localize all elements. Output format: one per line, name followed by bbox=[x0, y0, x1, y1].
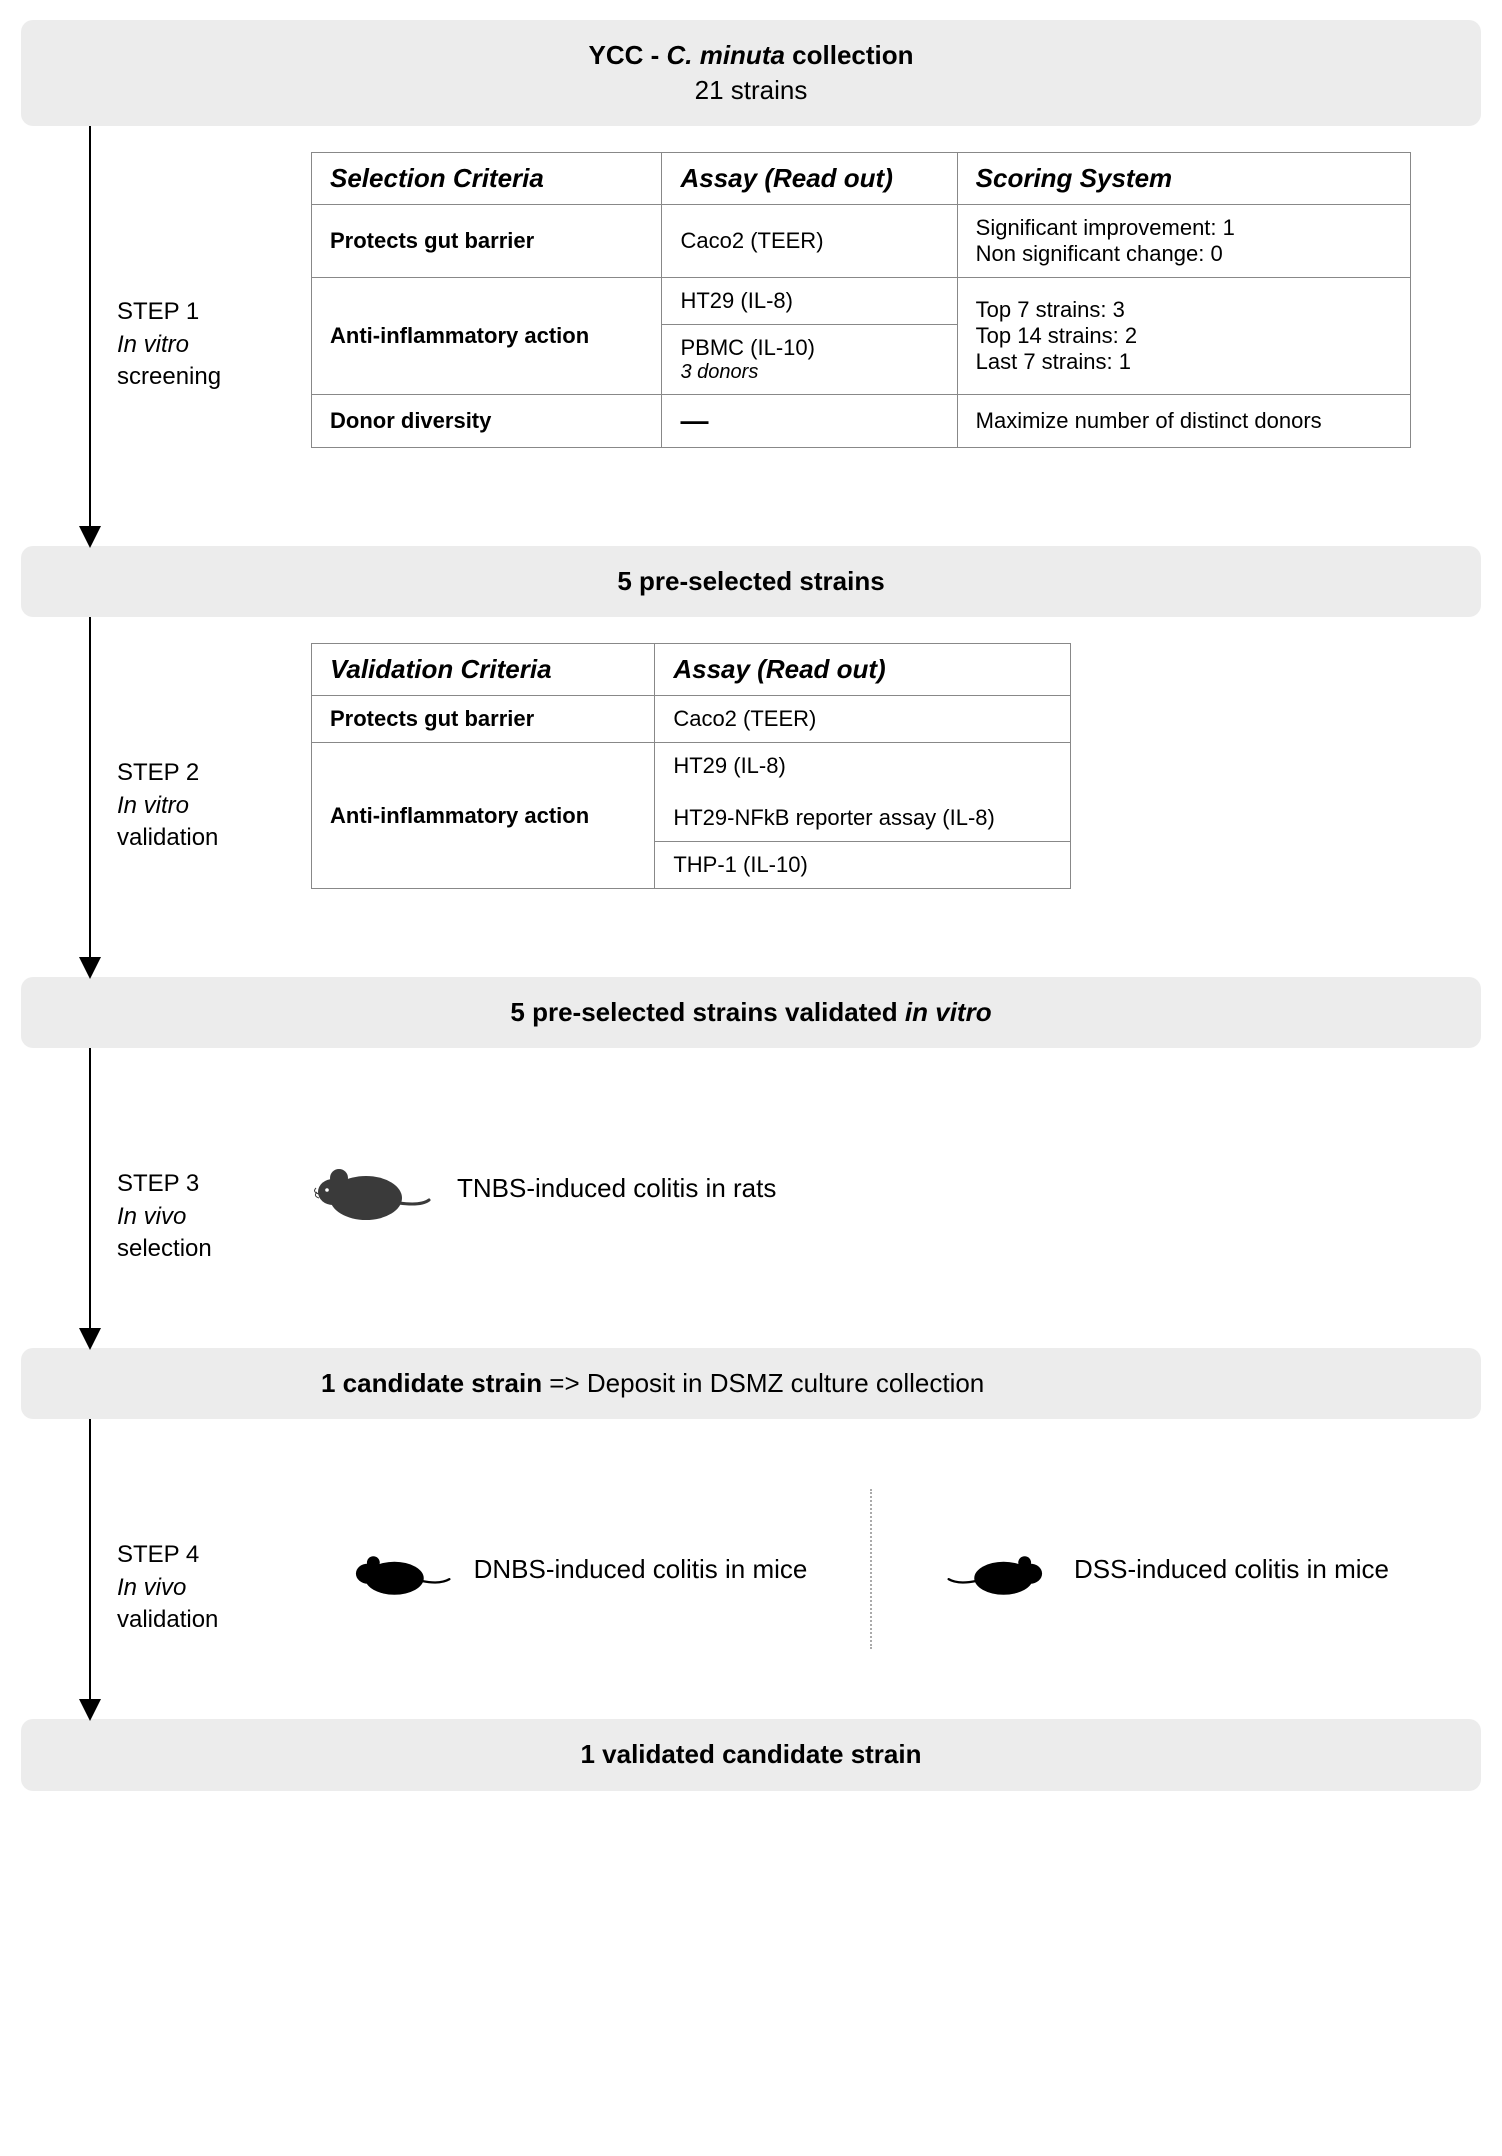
flowchart: YCC - C. minuta collection 21 strains ST… bbox=[21, 20, 1481, 1791]
step4-line2a: In vivo bbox=[117, 1574, 186, 1601]
segment-step3: STEP 3 In vivo selection TNBS-induced bbox=[21, 1048, 1481, 1348]
banner2-bold: 5 pre-selected strains validated bbox=[510, 997, 905, 1027]
t1-r2c3c: Last 7 strains: 1 bbox=[976, 349, 1131, 374]
step3-line1: STEP 3 bbox=[117, 1168, 277, 1200]
arrow-head-2 bbox=[79, 957, 101, 979]
banner-1-candidate: 1 candidate strain => Deposit in DSMZ cu… bbox=[21, 1348, 1481, 1419]
t2-r23c2: HT29 (IL-8) HT29-NFkB reporter assay (IL… bbox=[655, 743, 1071, 842]
t1-r2c3: Top 7 strains: 3 Top 14 strains: 2 Last … bbox=[957, 278, 1410, 395]
step4-left-text: DNBS-induced colitis in mice bbox=[474, 1554, 808, 1585]
t2-r1c1: Protects gut barrier bbox=[312, 696, 655, 743]
step4-left: DNBS-induced colitis in mice bbox=[281, 1537, 870, 1601]
t2-h2: Assay (Read out) bbox=[655, 644, 1071, 696]
t2-r2c1: Anti-inflammatory action bbox=[312, 743, 655, 889]
step1-line2a: In vitro bbox=[117, 331, 189, 358]
t1-r2c3a: Top 7 strains: 3 bbox=[976, 297, 1125, 322]
banner1-text: 5 pre-selected strains bbox=[617, 566, 884, 596]
t1-r4c1: Donor diversity bbox=[312, 395, 662, 448]
t1-r2c3b: Top 14 strains: 2 bbox=[976, 323, 1137, 348]
t1-h2: Assay (Read out) bbox=[662, 153, 957, 205]
banner2-italic: in vitro bbox=[905, 997, 992, 1027]
step3-text: TNBS-induced colitis in rats bbox=[457, 1173, 776, 1204]
segment-step1: STEP 1 In vitro screening Selection Crit… bbox=[21, 126, 1481, 546]
banner-1-validated: 1 validated candidate strain bbox=[21, 1719, 1481, 1790]
step3-label: STEP 3 In vivo selection bbox=[117, 1168, 277, 1265]
t2-r2c2: HT29 (IL-8) bbox=[673, 753, 785, 778]
step2-line2a: In vitro bbox=[117, 792, 189, 819]
step4-label: STEP 4 In vivo validation bbox=[117, 1539, 277, 1636]
step1-line2b: screening bbox=[117, 363, 221, 390]
banner4-text: 1 validated candidate strain bbox=[580, 1739, 921, 1769]
t1-r1c3a: Significant improvement: 1 bbox=[976, 215, 1235, 240]
step4-line1: STEP 4 bbox=[117, 1539, 277, 1571]
t1-r2c2: HT29 (IL-8) bbox=[662, 278, 957, 325]
t1-h1: Selection Criteria bbox=[312, 153, 662, 205]
banner0-italic: C. minuta bbox=[666, 40, 784, 70]
step2-content: Validation Criteria Assay (Read out) Pro… bbox=[281, 617, 1481, 915]
step3-line2a: In vivo bbox=[117, 1203, 186, 1230]
t1-r1c1: Protects gut barrier bbox=[312, 205, 662, 278]
banner-ycc: YCC - C. minuta collection 21 strains bbox=[21, 20, 1481, 126]
arrow-head-1 bbox=[79, 526, 101, 548]
segment-step2: STEP 2 In vitro validation Validation Cr… bbox=[21, 617, 1481, 977]
banner0-bold: YCC - bbox=[588, 40, 666, 70]
banner3-tail: => Deposit in DSMZ culture collection bbox=[542, 1368, 984, 1398]
rat-icon bbox=[311, 1148, 431, 1228]
t1-r4c2: — bbox=[662, 395, 957, 448]
step4-right-text: DSS-induced colitis in mice bbox=[1074, 1554, 1389, 1585]
mouse-icon-left bbox=[344, 1537, 454, 1601]
t1-r4c3: Maximize number of distinct donors bbox=[957, 395, 1410, 448]
t2-r3c2: HT29-NFkB reporter assay (IL-8) bbox=[673, 805, 995, 830]
t1-r3c2: PBMC (IL-10) 3 donors bbox=[662, 325, 957, 395]
t1-r1c3: Significant improvement: 1 Non significa… bbox=[957, 205, 1410, 278]
step3-content: TNBS-induced colitis in rats bbox=[281, 1048, 1481, 1254]
step1-line1: STEP 1 bbox=[117, 296, 277, 328]
step3-line2b: selection bbox=[117, 1235, 212, 1262]
t2-h1: Validation Criteria bbox=[312, 644, 655, 696]
t1-r1c3b: Non significant change: 0 bbox=[976, 241, 1223, 266]
arrow-rail-3 bbox=[89, 1048, 91, 1348]
t2-r4c2: THP-1 (IL-10) bbox=[655, 842, 1071, 889]
arrow-head-3 bbox=[79, 1328, 101, 1350]
arrow-rail-4 bbox=[89, 1419, 91, 1719]
banner0-tail: collection bbox=[785, 40, 914, 70]
step3-row: TNBS-induced colitis in rats bbox=[311, 1148, 1471, 1228]
step2-line2b: validation bbox=[117, 824, 218, 851]
t2-r1c2: Caco2 (TEER) bbox=[655, 696, 1071, 743]
arrow-head-4 bbox=[79, 1699, 101, 1721]
banner3-bold: 1 candidate strain bbox=[321, 1368, 542, 1398]
banner-5-preselected: 5 pre-selected strains bbox=[21, 546, 1481, 617]
table-selection-criteria: Selection Criteria Assay (Read out) Scor… bbox=[311, 152, 1411, 448]
step1-content: Selection Criteria Assay (Read out) Scor… bbox=[281, 126, 1481, 474]
t1-h3: Scoring System bbox=[957, 153, 1410, 205]
step1-label: STEP 1 In vitro screening bbox=[117, 296, 277, 393]
t1-r1c2: Caco2 (TEER) bbox=[662, 205, 957, 278]
step2-label: STEP 2 In vitro validation bbox=[117, 757, 277, 854]
step4-content: DNBS-induced colitis in mice DSS-induced… bbox=[281, 1419, 1481, 1675]
t1-r2c1: Anti-inflammatory action bbox=[312, 278, 662, 395]
mouse-icon-right bbox=[944, 1537, 1054, 1601]
segment-step4: STEP 4 In vivo validation DNBS-induced c… bbox=[21, 1419, 1481, 1719]
t1-r3c2a: PBMC (IL-10) bbox=[680, 335, 814, 360]
step4-dual: DNBS-induced colitis in mice DSS-induced… bbox=[281, 1489, 1461, 1649]
step4-line2b: validation bbox=[117, 1606, 218, 1633]
banner-5-validated: 5 pre-selected strains validated in vitr… bbox=[21, 977, 1481, 1048]
table-validation-criteria: Validation Criteria Assay (Read out) Pro… bbox=[311, 643, 1071, 889]
step4-right: DSS-induced colitis in mice bbox=[872, 1537, 1461, 1601]
t1-r3c2b: 3 donors bbox=[680, 361, 938, 384]
step2-line1: STEP 2 bbox=[117, 757, 277, 789]
banner0-sub: 21 strains bbox=[31, 73, 1471, 108]
arrow-rail-1 bbox=[89, 126, 91, 546]
arrow-rail-2 bbox=[89, 617, 91, 977]
